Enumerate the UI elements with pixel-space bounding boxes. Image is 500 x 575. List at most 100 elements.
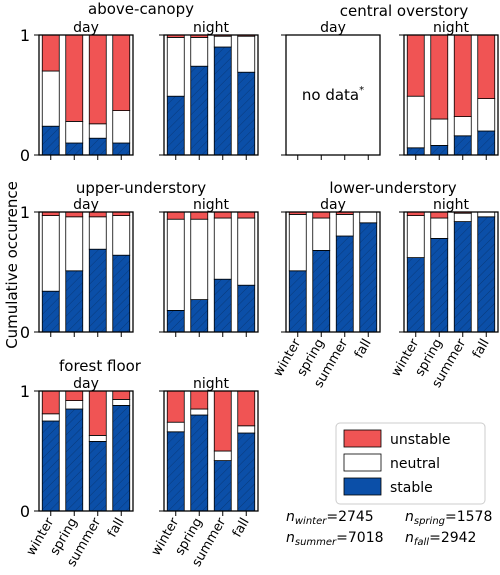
no-data-text: no data* (302, 85, 364, 104)
legend-label-unstable: unstable (390, 432, 451, 448)
axes-frame-upper-understory-night (163, 211, 259, 333)
bar-neutral-fall-above-canopy-night (237, 35, 256, 73)
bar-neutral-winter-upper-understory-night (166, 218, 185, 311)
panel-label-upper-understory-day: day (73, 197, 99, 213)
x-tick-label-fall-lower-understory-day: fall (352, 337, 375, 362)
bar-hatch-spring-lower-understory-night (430, 238, 448, 332)
bar-neutral-winter-upper-understory-day (41, 215, 60, 292)
sample-size-fall: nfall=2942 (405, 530, 476, 548)
bar-unstable-summer-upper-understory-day (88, 211, 107, 218)
panel-label-lower-understory-day: day (320, 197, 346, 213)
sample-size-summer: nsummer=7018 (286, 530, 384, 548)
bar-hatch-summer-lower-understory-day (336, 236, 354, 332)
group-title-lower-understory: lower-understory (329, 179, 456, 197)
bar-unstable-spring-above-canopy-day (65, 34, 84, 122)
bar-neutral-winter-lower-understory-night (406, 215, 425, 259)
panel-upper-understory-day: day 0 1 (20, 197, 134, 342)
panel-label-forest-floor-day: day (73, 376, 99, 392)
bar-neutral-spring-forest-floor-night (190, 408, 209, 416)
axes-frame-forest-floor-night (163, 390, 259, 512)
bar-neutral-fall-lower-understory-day (359, 211, 378, 224)
bar-unstable-spring-upper-understory-night (190, 211, 209, 220)
x-tick-label-fall-lower-understory-night: fall (470, 337, 493, 362)
bar-neutral-fall-upper-understory-day (112, 215, 131, 256)
panel-central-overstory-night: night (399, 20, 499, 160)
y-tick-label-0-forest-floor-day: 0 (20, 502, 30, 521)
bar-hatch-winter-forest-floor-day (42, 421, 60, 511)
panel-label-forest-floor-night: night (193, 376, 230, 392)
sample-size-spring: nspring=1578 (405, 509, 492, 527)
bar-neutral-spring-lower-understory-night (430, 217, 449, 239)
bar-unstable-spring-forest-floor-day (65, 390, 84, 402)
bar-hatch-fall-forest-floor-day (112, 405, 130, 511)
panel-upper-understory-night: night (159, 197, 259, 337)
bar-hatch-winter-upper-understory-night (167, 310, 185, 332)
legend-swatch-stable (343, 477, 382, 496)
bar-neutral-summer-upper-understory-night (213, 217, 232, 280)
bar-neutral-fall-central-overstory-night (477, 98, 496, 132)
bar-hatch-winter-above-canopy-day (42, 126, 60, 155)
sample-sizes: nwinter=2745 nspring=1578 nsummer=7018 n… (286, 509, 492, 548)
bar-hatch-spring-lower-understory-day (312, 250, 330, 332)
bar-hatch-spring-above-canopy-day (65, 143, 83, 155)
panel-central-overstory-day: day no data* (281, 20, 381, 160)
bar-unstable-winter-upper-understory-night (166, 211, 185, 220)
y-tick-label-0-upper-understory-day: 0 (20, 323, 30, 342)
bar-hatch-fall-upper-understory-night (237, 285, 255, 332)
panel-above-canopy-day: day 0 1 (20, 20, 134, 165)
bar-hatch-fall-lower-understory-night (477, 216, 495, 332)
sample-size-winter: nwinter=2745 (286, 509, 374, 527)
panel-label-central-overstory-night: night (433, 20, 470, 36)
bar-unstable-winter-above-canopy-day (41, 34, 60, 72)
bar-neutral-fall-above-canopy-day (112, 110, 131, 144)
bar-unstable-summer-forest-floor-day (88, 390, 107, 436)
panel-label-upper-understory-night: night (193, 197, 230, 213)
bar-neutral-winter-above-canopy-day (41, 70, 60, 127)
bar-unstable-fall-upper-understory-night (237, 211, 256, 219)
bar-unstable-winter-forest-floor-night (166, 390, 185, 423)
bar-hatch-spring-upper-understory-night (190, 299, 208, 332)
axes-frame-upper-understory-day (38, 211, 134, 333)
bar-hatch-winter-lower-understory-night (407, 257, 425, 332)
panel-above-canopy-night: night (159, 20, 259, 160)
bar-unstable-fall-central-overstory-night (477, 34, 496, 99)
axes-frame-central-overstory-night (403, 34, 499, 156)
bar-hatch-fall-central-overstory-night (477, 131, 495, 155)
group-title-upper-understory: upper-understory (76, 179, 206, 197)
bar-neutral-summer-lower-understory-night (453, 212, 472, 222)
panel-label-above-canopy-night: night (193, 20, 230, 36)
axes-frame-central-overstory-day (285, 34, 381, 156)
bar-neutral-spring-upper-understory-day (65, 216, 84, 272)
bar-unstable-spring-lower-understory-day (312, 211, 331, 219)
bar-hatch-fall-forest-floor-night (237, 433, 255, 511)
bar-neutral-spring-upper-understory-night (190, 218, 209, 300)
bar-unstable-winter-central-overstory-night (406, 34, 425, 97)
bar-neutral-summer-forest-floor-day (88, 434, 107, 442)
bar-hatch-spring-upper-understory-day (65, 270, 83, 332)
bar-unstable-summer-above-canopy-day (88, 34, 107, 125)
bar-neutral-summer-forest-floor-night (213, 450, 232, 462)
panel-label-above-canopy-day: day (73, 20, 99, 36)
bar-unstable-winter-forest-floor-day (41, 390, 60, 415)
axes-frame-lower-understory-night (403, 211, 499, 333)
bar-hatch-summer-central-overstory-night (454, 135, 472, 155)
y-tick-label-1-upper-understory-day: 1 (20, 203, 30, 222)
bar-neutral-spring-lower-understory-day (312, 217, 331, 251)
bar-neutral-spring-forest-floor-day (65, 400, 84, 410)
bar-unstable-fall-above-canopy-day (112, 34, 131, 111)
bar-neutral-winter-lower-understory-day (288, 213, 307, 272)
bar-neutral-winter-central-overstory-night (406, 95, 425, 149)
bar-neutral-fall-upper-understory-night (237, 217, 256, 286)
y-tick-label-1-above-canopy-day: 1 (20, 26, 30, 45)
bar-hatch-summer-above-canopy-day (89, 138, 107, 155)
bar-hatch-winter-lower-understory-day (289, 270, 307, 332)
legend-label-stable: stable (390, 480, 433, 496)
group-title-above-canopy: above-canopy (88, 0, 194, 18)
bar-neutral-summer-upper-understory-day (88, 216, 107, 250)
panel-label-lower-understory-night: night (433, 197, 470, 213)
bar-unstable-summer-upper-understory-night (213, 211, 232, 219)
